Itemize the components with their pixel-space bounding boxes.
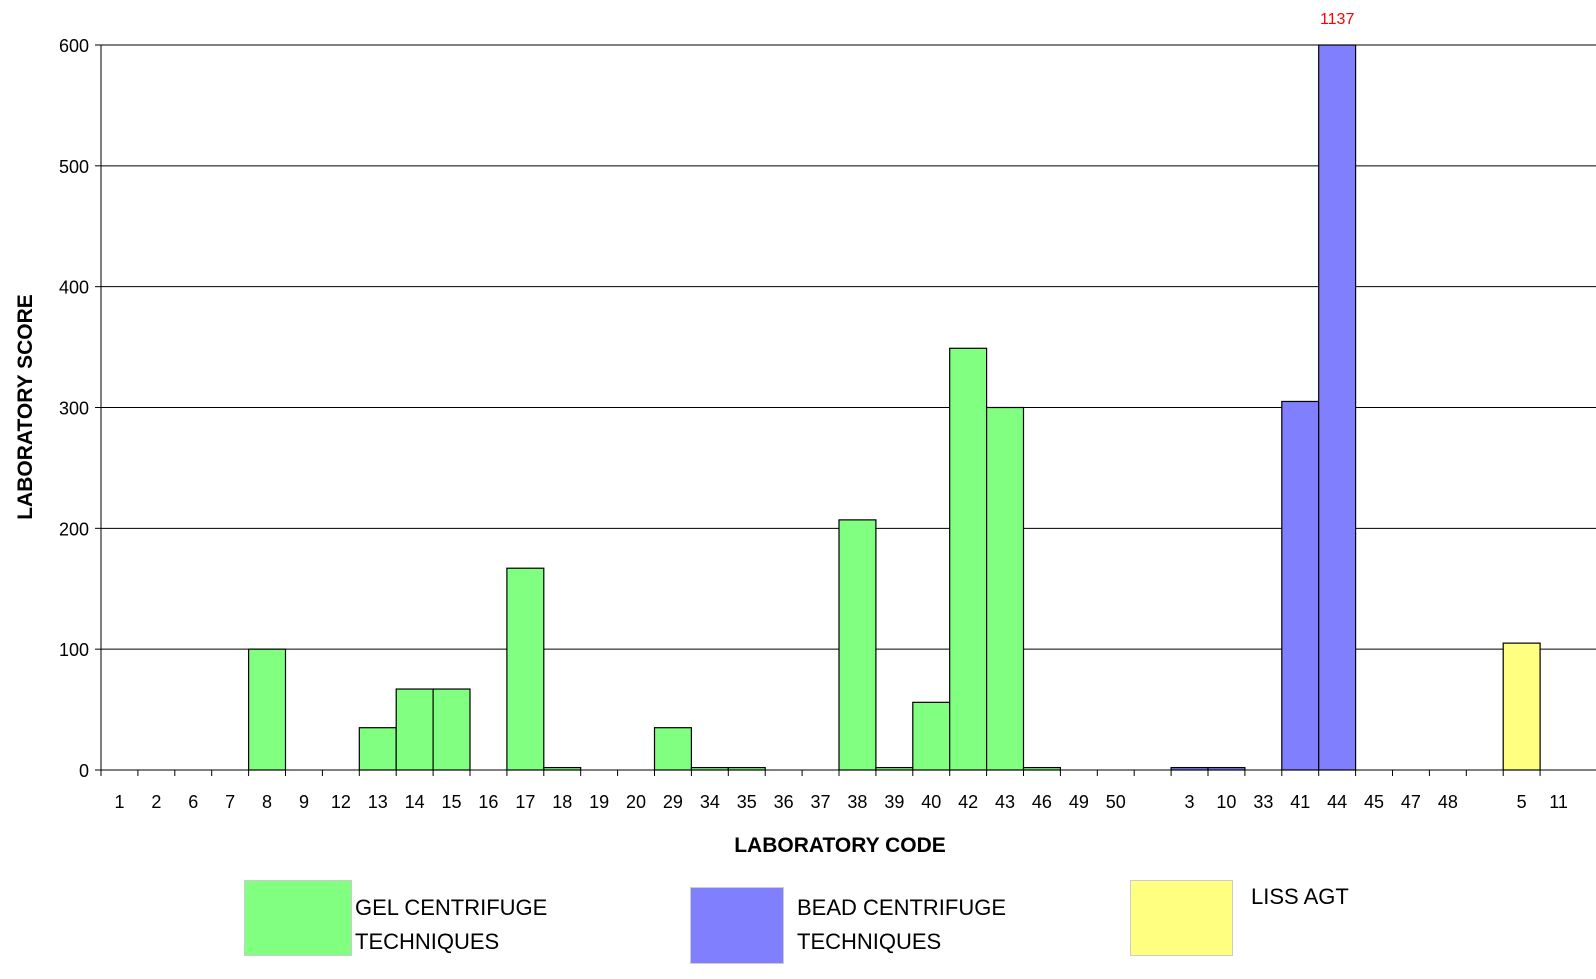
bar-44 <box>1318 44 1357 771</box>
y-tick-label-300: 300 <box>59 399 89 419</box>
bar-13 <box>358 727 397 771</box>
bar-43 <box>985 406 1025 771</box>
bar-42 <box>949 347 988 771</box>
x-tick-label-42: 42 <box>958 792 978 812</box>
x-tick-label-43: 43 <box>995 792 1015 812</box>
x-tick-label-17: 17 <box>515 792 535 812</box>
x-tick-label-12: 12 <box>331 792 351 812</box>
bar-15 <box>432 688 471 771</box>
y-tick-label-200: 200 <box>59 519 89 539</box>
y-tick-label-0: 0 <box>79 761 89 781</box>
bar-41 <box>1281 400 1320 771</box>
y-tick-label-500: 500 <box>59 157 89 177</box>
y-tick-label-600: 600 <box>59 36 89 56</box>
x-tick-label-41: 41 <box>1290 792 1310 812</box>
x-tick-label-40: 40 <box>921 792 941 812</box>
bar-17 <box>506 567 545 771</box>
bar-8 <box>248 648 287 771</box>
x-tick-label-1: 1 <box>114 792 124 812</box>
annotation-44: 1137 <box>1320 11 1355 28</box>
x-tick-label-6: 6 <box>188 792 198 812</box>
x-tick-label-3: 3 <box>1185 792 1195 812</box>
x-tick-label-45: 45 <box>1364 792 1384 812</box>
x-tick-label-36: 36 <box>774 792 794 812</box>
x-tick-label-15: 15 <box>442 792 462 812</box>
x-axis-ticks: 1 2 6 7 8 9 12 13 14 15 16 17 18 19 20 29 34 35 36 37 38 39 40… <box>100 770 1568 812</box>
y-tick-label-100: 100 <box>59 640 89 660</box>
x-tick-label-39: 39 <box>884 792 904 812</box>
y-axis-ticks: 0 100 200 300 400 500 600 <box>59 36 101 781</box>
x-tick-label-10: 10 <box>1216 792 1236 812</box>
x-tick-label-13: 13 <box>368 792 388 812</box>
legend-label-liss: LISS AGT <box>1251 884 1349 909</box>
x-tick-label-50: 50 <box>1106 792 1126 812</box>
annotations: 1137 <box>1320 11 1355 28</box>
x-tick-label-14: 14 <box>405 792 425 812</box>
x-tick-label-20: 20 <box>626 792 646 812</box>
x-tick-label-34: 34 <box>700 792 720 812</box>
x-tick-label-38: 38 <box>847 792 867 812</box>
x-tick-label-19: 19 <box>589 792 609 812</box>
x-tick-label-7: 7 <box>225 792 235 812</box>
y-tick-label-400: 400 <box>59 278 89 298</box>
x-tick-label-9: 9 <box>299 792 309 812</box>
x-tick-label-5: 5 <box>1517 792 1527 812</box>
x-tick-label-35: 35 <box>737 792 757 812</box>
y-axis-label: LABORATORY SCORE <box>14 294 37 520</box>
bar-38 <box>838 519 877 771</box>
x-axis-label: LABORATORY CODE <box>734 834 946 857</box>
bar-5 <box>1502 642 1541 771</box>
legend-label-bead: BEAD CENTRIFUGE TECHNIQUES <box>797 895 1007 954</box>
bar-40 <box>912 701 951 771</box>
x-tick-label-44: 44 <box>1327 792 1347 812</box>
x-tick-label-48: 48 <box>1438 792 1458 812</box>
x-tick-label-46: 46 <box>1032 792 1052 812</box>
x-tick-label-18: 18 <box>552 792 572 812</box>
x-tick-label-2: 2 <box>151 792 161 812</box>
x-tick-label-8: 8 <box>262 792 272 812</box>
bar-14 <box>395 688 434 771</box>
x-tick-label-47: 47 <box>1401 792 1421 812</box>
legend-swatch-liss <box>1130 880 1233 956</box>
x-tick-label-33: 33 <box>1253 792 1273 812</box>
x-tick-label-37: 37 <box>811 792 831 812</box>
x-tick-label-29: 29 <box>663 792 683 812</box>
legend-swatch-gel <box>244 880 352 956</box>
x-tick-label-16: 16 <box>478 792 498 812</box>
x-tick-label-11: 11 <box>1549 792 1568 812</box>
bar-29 <box>653 727 693 771</box>
x-tick-label-49: 49 <box>1069 792 1089 812</box>
legend-label-gel: GEL CENTRIFUGE TECHNIQUES <box>355 895 548 954</box>
bars <box>248 44 1541 771</box>
legend-swatch-bead <box>690 887 784 964</box>
